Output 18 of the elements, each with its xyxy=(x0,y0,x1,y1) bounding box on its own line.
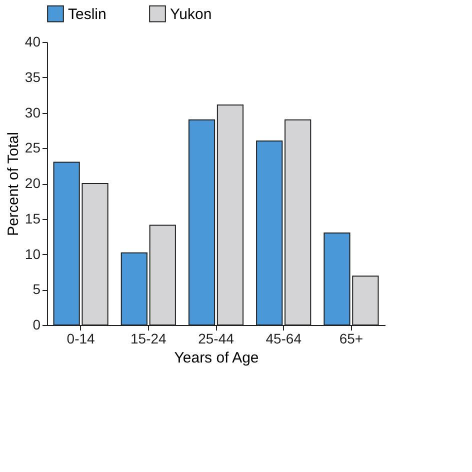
x-tick-label: 25-44 xyxy=(198,330,234,346)
x-tick-label: 65+ xyxy=(339,330,364,346)
y-tick-label: 20 xyxy=(24,175,41,191)
legend-label: Yukon xyxy=(170,6,212,23)
x-axis-title: Years of Age xyxy=(174,350,259,366)
x-tick-label: 45-64 xyxy=(266,330,302,346)
y-tick-label: 40 xyxy=(24,34,41,50)
y-tick-label: 35 xyxy=(24,68,41,85)
x-tick-label: 0-14 xyxy=(66,330,96,346)
y-tick-label: 15 xyxy=(24,210,41,226)
legend-label: Teslin xyxy=(68,6,106,23)
y-tick-label: 5 xyxy=(32,281,41,298)
y-tick-label: 30 xyxy=(24,104,41,120)
y-axis-title: Percent of Total xyxy=(4,132,22,236)
y-tick-label: 0 xyxy=(32,316,41,332)
y-tick-label: 10 xyxy=(24,246,41,262)
x-tick-label: 15-24 xyxy=(130,330,167,346)
y-tick-label: 25 xyxy=(24,140,41,156)
